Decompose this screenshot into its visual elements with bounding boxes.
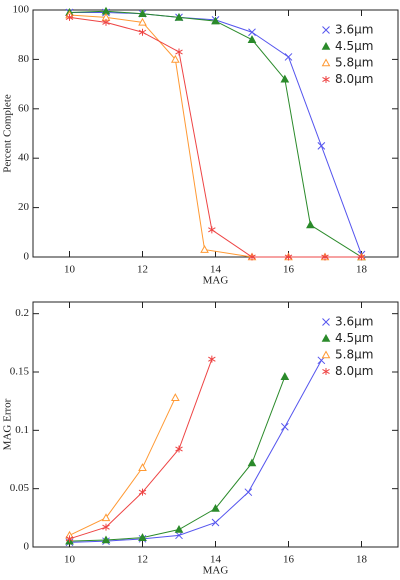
marker xyxy=(174,12,184,21)
marker xyxy=(102,18,110,26)
x-tick-label: 18 xyxy=(356,554,368,566)
series-line xyxy=(69,11,362,255)
marker xyxy=(247,35,257,43)
series-line xyxy=(69,358,213,540)
legend-marker xyxy=(322,318,330,326)
series-line xyxy=(69,10,362,258)
legend-marker xyxy=(321,333,331,342)
y-tick-label: 0.05 xyxy=(10,482,30,494)
marker xyxy=(280,74,290,83)
marker xyxy=(175,48,183,56)
legend-label: 4.5μm xyxy=(335,39,373,53)
legend-label: 8.0μm xyxy=(335,72,373,86)
marker xyxy=(208,226,216,234)
legend-marker xyxy=(321,58,331,67)
legend-marker xyxy=(321,350,331,359)
marker xyxy=(208,355,216,363)
y-tick-label: 60 xyxy=(18,102,30,114)
y-tick-label: 20 xyxy=(18,201,30,213)
series-line xyxy=(69,360,322,543)
legend-marker xyxy=(322,76,330,83)
marker xyxy=(138,463,147,471)
y-tick-label: 80 xyxy=(18,53,30,65)
marker xyxy=(171,54,180,63)
y-tick-label: 40 xyxy=(18,152,30,164)
marker xyxy=(65,535,74,543)
marker xyxy=(247,458,257,467)
marker xyxy=(101,513,111,522)
marker xyxy=(200,245,209,253)
x-tick-label: 12 xyxy=(137,264,148,276)
marker xyxy=(138,533,147,541)
y-tick-label: 100 xyxy=(13,4,30,16)
y-axis-label: Percent Complete xyxy=(2,94,14,173)
marker xyxy=(321,253,329,261)
x-tick-label: 12 xyxy=(137,554,148,566)
marker xyxy=(174,524,184,533)
y-tick-label: 0.1 xyxy=(15,424,29,436)
x-tick-label: 10 xyxy=(64,554,76,566)
marker xyxy=(138,488,147,496)
marker xyxy=(280,372,290,380)
legend-label: 3.6μm xyxy=(335,315,373,329)
y-tick-label: 0.2 xyxy=(15,307,29,319)
marker xyxy=(101,535,111,544)
marker xyxy=(138,28,147,36)
x-tick-label: 18 xyxy=(356,264,368,276)
marker xyxy=(244,488,253,497)
marker xyxy=(248,28,256,37)
marker xyxy=(357,253,366,261)
x-tick-label: 10 xyxy=(64,264,76,276)
marker xyxy=(102,523,110,531)
legend-marker xyxy=(322,26,330,34)
legend-label: 4.5μm xyxy=(335,331,373,345)
marker xyxy=(248,253,256,261)
y-axis-label: MAG Error xyxy=(2,398,14,450)
marker xyxy=(171,393,180,401)
x-tick-label: 16 xyxy=(283,554,295,566)
x-tick-label: 14 xyxy=(210,554,222,566)
legend-marker xyxy=(321,41,331,50)
legend-label: 5.8μm xyxy=(335,348,373,362)
series-line xyxy=(69,376,286,542)
x-axis-label: MAG xyxy=(203,565,229,575)
legend-label: 5.8μm xyxy=(335,56,373,70)
x-tick-label: 16 xyxy=(283,264,295,276)
marker xyxy=(211,16,220,25)
x-axis-label: MAG xyxy=(203,275,229,287)
marker xyxy=(175,445,183,453)
legend-marker xyxy=(322,368,330,375)
y-tick-label: 0.15 xyxy=(10,366,30,378)
marker xyxy=(175,531,183,540)
marker xyxy=(211,518,220,527)
marker xyxy=(317,141,326,150)
legend-label: 3.6μm xyxy=(335,23,373,37)
y-tick-label: 0 xyxy=(24,251,30,263)
series-line xyxy=(69,397,176,536)
marker xyxy=(65,13,74,21)
y-tick-label: 0 xyxy=(24,541,30,553)
x-tick-label: 14 xyxy=(210,264,222,276)
marker xyxy=(138,9,147,18)
marker xyxy=(284,253,293,261)
legend-label: 8.0μm xyxy=(335,364,373,378)
marker xyxy=(211,503,220,512)
marker xyxy=(284,53,293,61)
marker xyxy=(138,17,147,26)
marker xyxy=(306,220,315,229)
marker xyxy=(280,422,289,431)
